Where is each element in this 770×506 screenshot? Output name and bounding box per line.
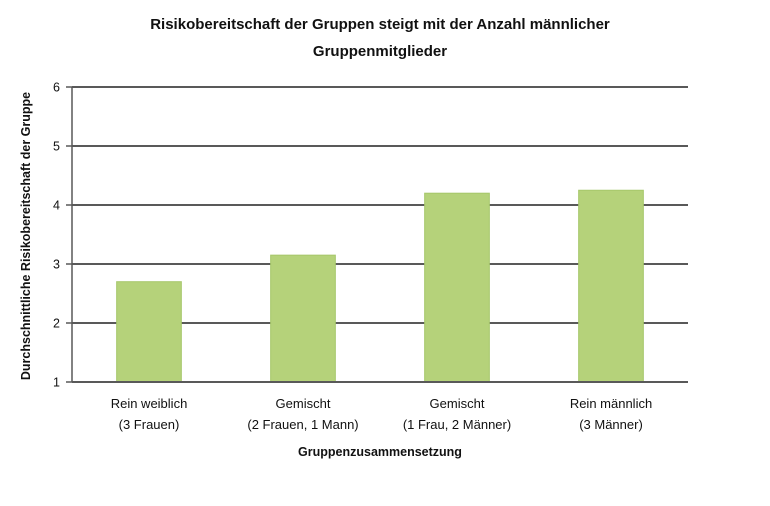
x-axis-title: Gruppenzusammensetzung <box>298 445 462 459</box>
y-tick-label: 4 <box>53 199 60 213</box>
y-tick-label: 2 <box>53 317 60 331</box>
y-tick-label: 3 <box>53 258 60 272</box>
x-category-label: Gemischt <box>430 396 485 411</box>
x-category-label: Rein weiblich <box>111 396 188 411</box>
bar <box>116 281 182 383</box>
y-tick-labels: 1 2 3 4 5 6 <box>53 81 72 390</box>
bar <box>270 254 336 383</box>
y-tick-label: 6 <box>53 81 60 95</box>
y-tick-label: 5 <box>53 140 60 154</box>
x-category-labels: Rein weiblich (3 Frauen) Gemischt (2 Frauen… <box>111 396 652 432</box>
x-category-label: (1 Frau, 2 Männer) <box>403 417 511 432</box>
y-tick-label: 1 <box>53 376 60 390</box>
x-category-label: (3 Männer) <box>579 417 643 432</box>
bar <box>424 192 490 383</box>
x-category-label: Gemischt <box>276 396 331 411</box>
x-category-label: (2 Frauen, 1 Mann) <box>247 417 358 432</box>
y-axis-title: Durchschnittliche Risikobereitschaft der… <box>19 92 33 380</box>
chart-title-line-1: Risikobereitschaft der Gruppen steigt mi… <box>150 16 610 33</box>
bar <box>578 189 644 383</box>
x-category-label: (3 Frauen) <box>119 417 180 432</box>
bars <box>116 189 644 383</box>
x-category-label: Rein männlich <box>570 396 652 411</box>
axes <box>71 87 688 383</box>
chart-title-line-2: Gruppenmitglieder <box>313 43 447 60</box>
